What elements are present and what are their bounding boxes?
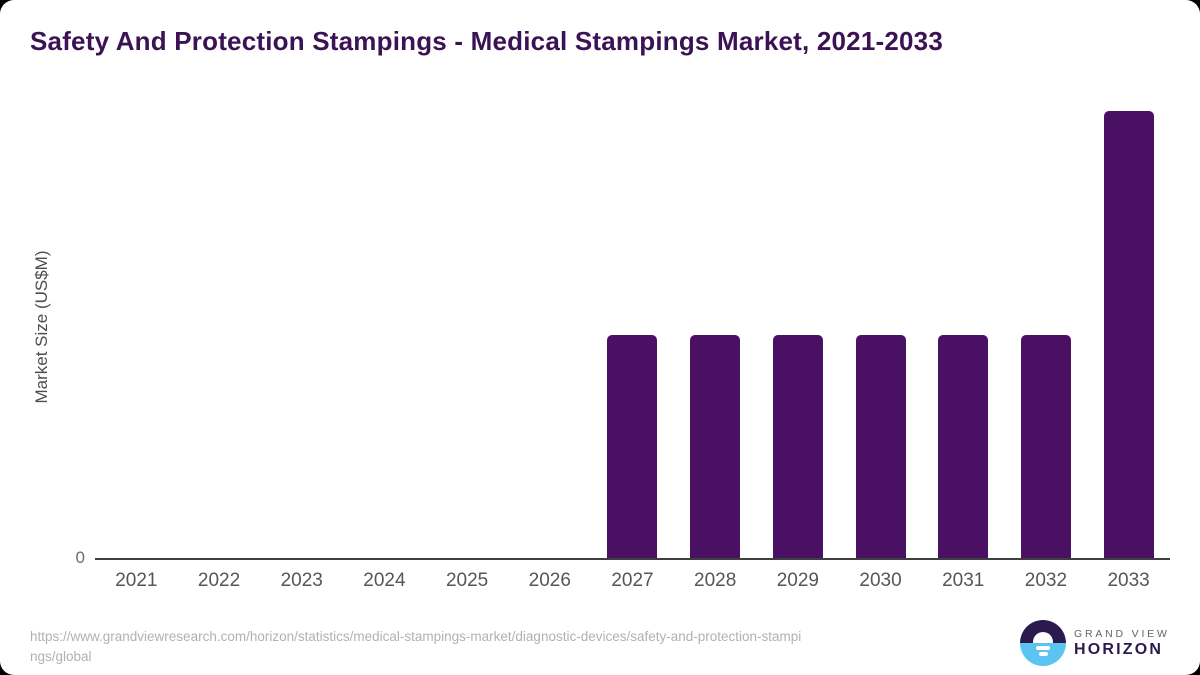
x-tick-2022: 2022 xyxy=(197,570,241,591)
chart-title: Safety And Protection Stampings - Medica… xyxy=(30,26,943,56)
bar-slot-2022 xyxy=(178,111,261,558)
bar-2030 xyxy=(855,334,906,558)
bar-2029 xyxy=(772,334,823,558)
bar-slot-2032 xyxy=(1005,111,1088,558)
bar-slot-2031 xyxy=(922,111,1005,558)
logo-text-horizon: HORIZON xyxy=(1074,640,1164,658)
source-url-line2: ngs/global xyxy=(30,648,92,664)
bar-2027 xyxy=(607,334,658,558)
bar-slot-2023 xyxy=(260,111,343,558)
bar-slot-2025 xyxy=(426,111,509,558)
bar-slot-2029 xyxy=(757,111,840,558)
bar-slot-2026 xyxy=(508,111,591,558)
bar-2028 xyxy=(690,334,741,558)
y-axis-title: Market Size (US$M) xyxy=(32,250,51,404)
x-tick-2023: 2023 xyxy=(280,570,323,591)
bar-slot-2027 xyxy=(591,111,674,558)
bar-slot-2021 xyxy=(95,111,178,558)
x-tick-2026: 2026 xyxy=(528,570,571,591)
bar-2032 xyxy=(1020,334,1071,558)
bar-slot-2024 xyxy=(343,111,426,558)
x-tick-2024: 2024 xyxy=(363,570,406,591)
x-tick-2030: 2030 xyxy=(859,570,902,591)
bar-slot-2030 xyxy=(839,111,922,558)
sun-dome-shape xyxy=(1033,632,1053,643)
source-url: https://www.grandviewresearch.com/horizo… xyxy=(30,627,960,666)
bar-2033 xyxy=(1103,111,1154,558)
x-tick-2029: 2029 xyxy=(776,570,819,591)
horizon-sun-icon xyxy=(1020,620,1066,666)
x-tick-2028: 2028 xyxy=(694,570,737,591)
logo-text-grand-view: GRAND VIEW xyxy=(1074,627,1170,640)
x-tick-2025: 2025 xyxy=(445,570,489,591)
bar-slot-2033 xyxy=(1087,111,1170,558)
bar-2031 xyxy=(938,334,989,558)
x-tick-2027: 2027 xyxy=(611,570,654,591)
x-tick-2032: 2032 xyxy=(1024,570,1068,591)
source-url-line1: https://www.grandviewresearch.com/horizo… xyxy=(30,629,802,644)
bar-slot-2028 xyxy=(674,111,757,558)
logo-text: GRAND VIEW HORIZON xyxy=(1074,628,1170,659)
sun-reflection-line-2 xyxy=(1038,652,1048,656)
sun-reflection-line-1 xyxy=(1036,646,1050,650)
x-tick-2031: 2031 xyxy=(942,570,985,591)
bars-container xyxy=(95,111,1170,558)
grandview-horizon-logo: GRAND VIEW HORIZON xyxy=(1020,620,1170,666)
x-tick-2033: 2033 xyxy=(1107,570,1150,591)
x-axis-labels: 2021 2022 2023 2024 2025 2026 2027 2028 2029 2030… xyxy=(95,570,1170,592)
x-tick-2021: 2021 xyxy=(115,570,158,591)
plot-area xyxy=(95,111,1170,560)
y-axis-tick-zero: 0 xyxy=(75,548,85,567)
